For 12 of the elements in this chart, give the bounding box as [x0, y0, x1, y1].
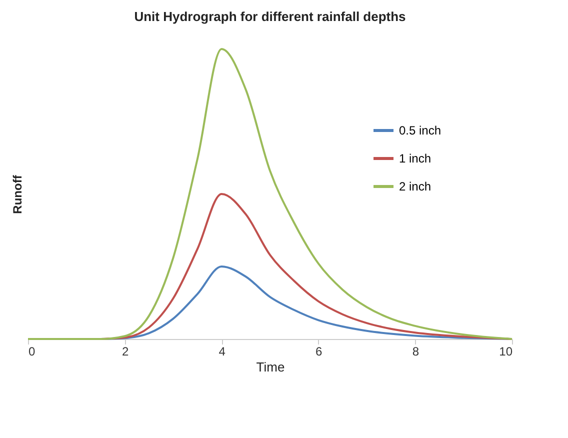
x-axis-title: Time [256, 360, 285, 374]
x-tick-label: 6 [316, 344, 323, 358]
x-tick-label: 8 [412, 344, 420, 358]
chart-title: Unit Hydrograph for different rainfall depths [134, 9, 406, 24]
legend-label: 1 inch [399, 152, 432, 166]
y-axis-title: Runoff [10, 174, 24, 214]
x-tick-label: 0 [28, 344, 36, 358]
x-tick-label: 2 [122, 344, 129, 358]
x-tick-label: 10 [499, 344, 513, 358]
legend-label: 2 inch [399, 180, 432, 194]
x-tick-label: 4 [218, 344, 226, 358]
legend-label: 0.5 inch [399, 124, 442, 138]
